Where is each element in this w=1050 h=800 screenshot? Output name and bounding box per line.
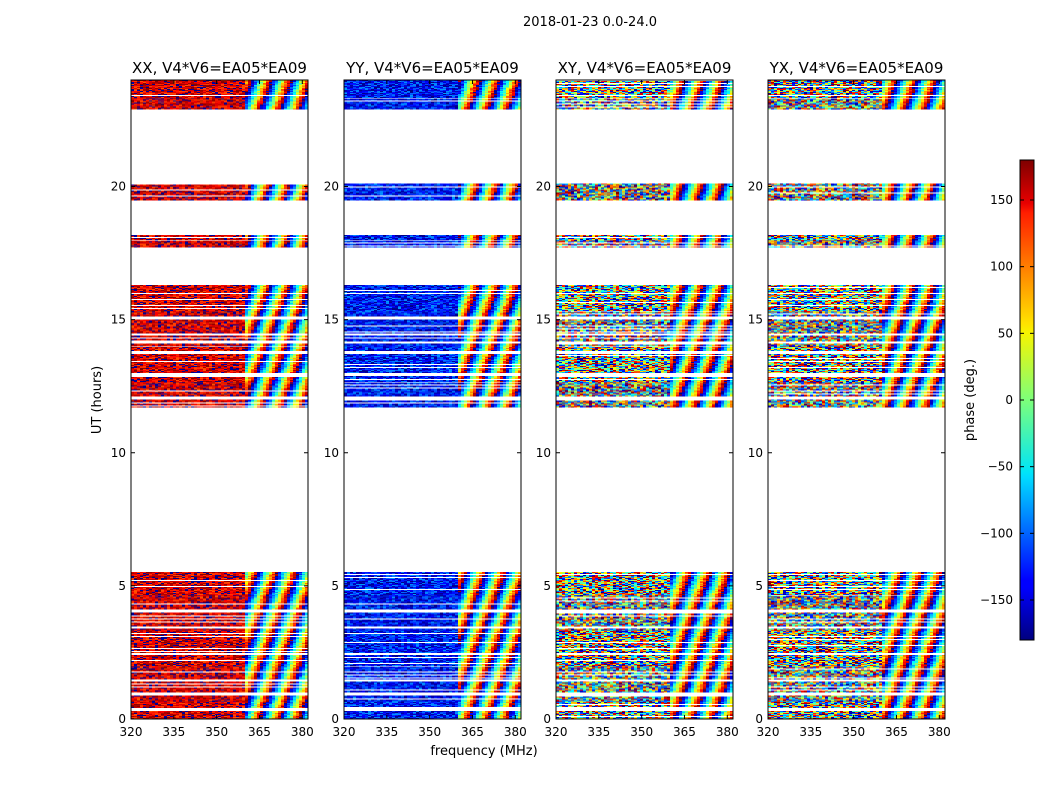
panel-frame-2 (343, 79, 522, 720)
panel-frame-1 (130, 79, 309, 720)
x-tick-label: 335 (162, 725, 185, 739)
y-tick-label: 10 (536, 446, 551, 460)
x-tick-label: 350 (842, 725, 865, 739)
y-tick-label: 15 (111, 313, 126, 327)
y-tick-label: 5 (331, 579, 339, 593)
colorbar-tick-label: 50 (998, 326, 1013, 340)
colorbar-label: phase (deg.) (963, 359, 978, 441)
x-tick-label: 335 (799, 725, 822, 739)
colorbar-tick-label: 100 (990, 260, 1013, 274)
colorbar-tick-label: −150 (980, 593, 1013, 607)
y-tick-label: 15 (748, 313, 763, 327)
x-tick-label: 365 (673, 725, 696, 739)
y-tick-label: 5 (118, 579, 126, 593)
colorbar-ticks: −150 −100 −50 0 50 100 150 (980, 193, 1034, 607)
panels-group: XX, V4*V6=EA05*EA09 320 335 350 365 380 0 5 10 15… (111, 59, 951, 739)
panel-frame-4 (767, 79, 946, 720)
y-tick-label: 0 (543, 712, 551, 726)
x-tick-label: 320 (545, 725, 568, 739)
panel-frame-3 (555, 79, 734, 720)
y-tick-label: 20 (748, 180, 763, 194)
x-tick-label: 320 (757, 725, 780, 739)
x-tick-label: 365 (461, 725, 484, 739)
y-tick-label: 15 (324, 313, 339, 327)
x-tick-label: 320 (333, 725, 356, 739)
y-tick-label: 15 (536, 313, 551, 327)
y-tick-label: 10 (324, 446, 339, 460)
x-tick-label: 365 (248, 725, 271, 739)
y-tick-label: 10 (748, 446, 763, 460)
y-tick-label: 20 (324, 180, 339, 194)
x-tick-label: 380 (928, 725, 951, 739)
x-axis-label: frequency (MHz) (430, 744, 537, 759)
panel-heatmap-3 (556, 80, 733, 719)
y-tick-label: 5 (755, 579, 763, 593)
colorbar-tick-label: 0 (1005, 393, 1013, 407)
panel-heatmap-1 (131, 80, 308, 719)
y-tick-label: 20 (111, 180, 126, 194)
y-tick-label: 0 (755, 712, 763, 726)
colorbar: −150 −100 −50 0 50 100 150 phase (deg.) (963, 159, 1035, 641)
y-tick-label: 0 (331, 712, 339, 726)
x-tick-label: 380 (504, 725, 527, 739)
colorbar-tick-label: 150 (990, 193, 1013, 207)
panel-heatmap-2 (344, 80, 521, 719)
x-tick-label: 350 (418, 725, 441, 739)
x-tick-label: 350 (630, 725, 653, 739)
panel-title-4: YX, V4*V6=EA05*EA09 (769, 59, 944, 77)
y-tick-label: 5 (543, 579, 551, 593)
colorbar-tick-label: −50 (988, 460, 1013, 474)
panel-heatmap-4 (768, 80, 945, 719)
x-tick-label: 365 (885, 725, 908, 739)
y-axis-label: UT (hours) (90, 366, 105, 434)
panel-title-2: YY, V4*V6=EA05*EA09 (345, 59, 519, 77)
y-tick-label: 0 (118, 712, 126, 726)
colorbar-tick-label: −100 (980, 526, 1013, 540)
x-tick-label: 350 (205, 725, 228, 739)
x-tick-label: 320 (120, 725, 143, 739)
x-tick-label: 380 (291, 725, 314, 739)
panel-title-1: XX, V4*V6=EA05*EA09 (132, 59, 307, 77)
x-tick-label: 335 (375, 725, 398, 739)
figure-title: 2018-01-23 0.0-24.0 (523, 15, 657, 30)
x-tick-label: 380 (716, 725, 739, 739)
y-tick-label: 20 (536, 180, 551, 194)
x-tick-label: 335 (587, 725, 610, 739)
panel-title-3: XY, V4*V6=EA05*EA09 (558, 59, 732, 77)
y-tick-label: 10 (111, 446, 126, 460)
